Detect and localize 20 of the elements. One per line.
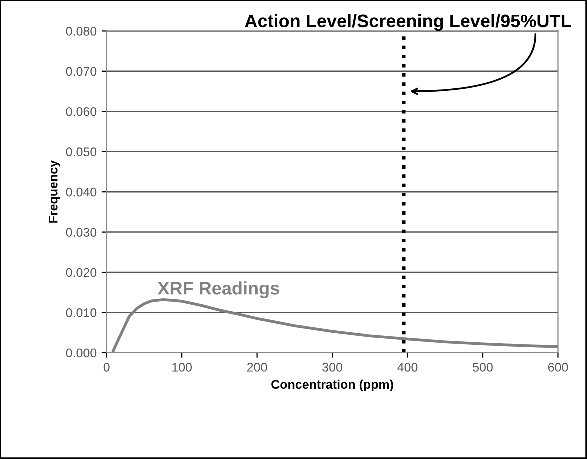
y-tick-label: 0.070 (66, 67, 97, 76)
y-tick-label: 0.050 (66, 148, 97, 157)
y-tick-label: 0.030 (66, 228, 97, 237)
y-tick-label: 0.080 (66, 27, 97, 36)
series-label: XRF Readings (158, 282, 280, 298)
y-tick-label: 0.040 (66, 188, 97, 197)
x-tick-label: 300 (322, 363, 342, 372)
y-tick-label: 0.060 (66, 107, 97, 116)
y-tick-label: 0.000 (66, 348, 97, 358)
x-axis-title: Concentration (ppm) (272, 380, 394, 392)
x-tick-label: 400 (398, 363, 418, 372)
x-tick-label: 500 (473, 363, 493, 372)
y-tick-label: 0.010 (66, 308, 97, 318)
x-tick-label: 100 (172, 363, 192, 372)
y-axis-title: Frequency (49, 160, 60, 223)
x-tick-label: 0 (104, 363, 110, 372)
x-tick-label: 600 (548, 363, 568, 372)
ref-line-label: Action Level/Screening Level/95%UTL (245, 14, 572, 32)
y-tick-label: 0.020 (66, 268, 97, 278)
x-tick-label: 200 (248, 363, 268, 372)
